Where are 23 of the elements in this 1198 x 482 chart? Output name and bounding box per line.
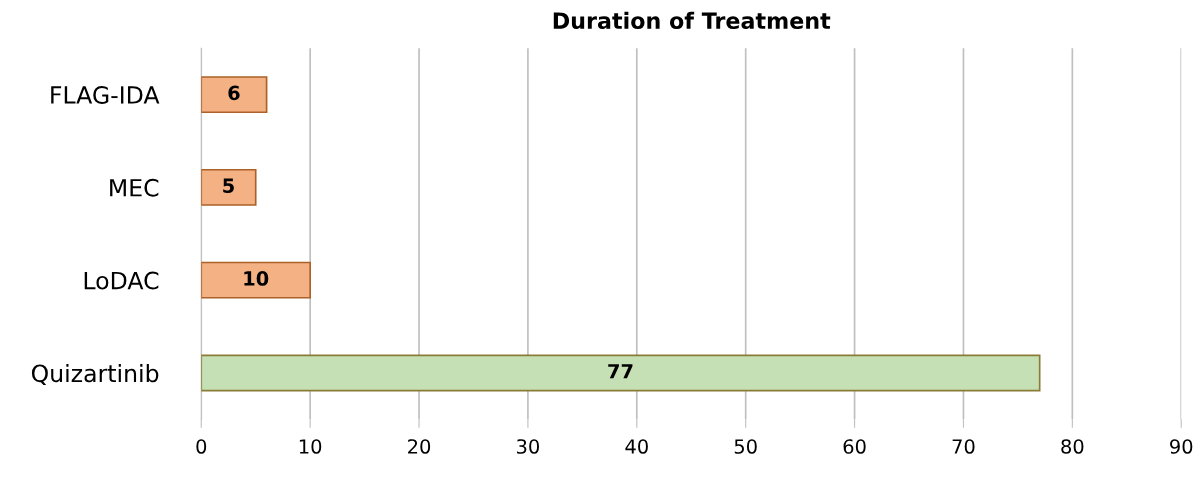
- y-tick-label: MEC: [110, 178, 159, 197]
- data-label: 10: [244, 271, 269, 286]
- x-tick-label: 30: [517, 439, 539, 454]
- bar: [201, 168, 257, 206]
- x-tick-label: 10: [299, 439, 322, 454]
- x-tick-label: 70: [952, 439, 975, 454]
- data-label: 77: [608, 364, 633, 379]
- x-tick-label: 20: [408, 439, 431, 454]
- x-tick-label: 80: [1061, 439, 1084, 454]
- data-label: 5: [223, 178, 234, 194]
- x-tick-label: 90: [1170, 439, 1193, 454]
- x-tick-label: 50: [734, 439, 757, 454]
- y-tick-label: FLAG-IDA: [51, 86, 160, 104]
- x-tick-label: 0: [196, 439, 207, 454]
- bar: [201, 76, 268, 114]
- y-tick-label: Quizartinib: [31, 363, 159, 385]
- bar: [201, 261, 311, 299]
- chart-title: Duration of Treatment: [553, 11, 831, 30]
- data-label: 6: [228, 85, 240, 101]
- bar: [201, 354, 1041, 392]
- x-tick-label: 40: [625, 439, 648, 454]
- x-tick-label: 60: [843, 439, 866, 454]
- y-tick-label: LoDAC: [84, 271, 159, 290]
